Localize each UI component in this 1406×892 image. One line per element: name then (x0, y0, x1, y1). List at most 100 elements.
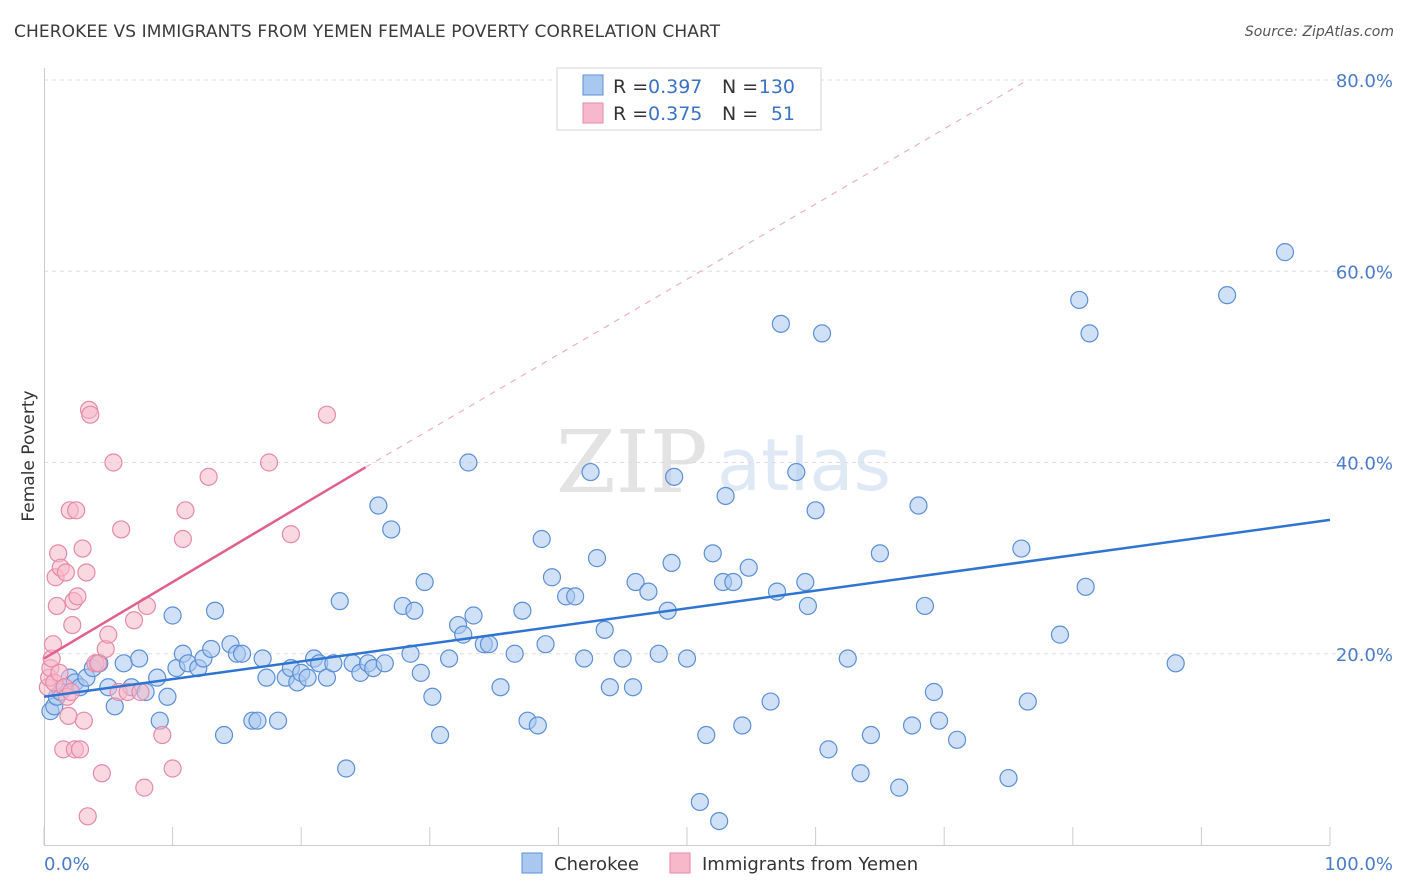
yemen-trendline-extension (365, 79, 1029, 468)
cherokee-point-34 (253, 649, 272, 668)
trendlines (43, 79, 1331, 699)
cherokee-point-33 (248, 711, 267, 730)
cherokee-point-99 (724, 572, 743, 592)
cherokee-point-106 (796, 572, 815, 592)
yemen-point-21 (73, 539, 92, 558)
cherokee-point-62 (439, 649, 459, 668)
cherokee-point-128 (1080, 324, 1099, 343)
cherokee-point-113 (861, 725, 880, 745)
cherokee-point-120 (929, 711, 949, 730)
cherokee-point-59 (415, 572, 434, 592)
cherokee-point-86 (626, 572, 645, 592)
cherokee-point-82 (595, 620, 614, 639)
legend-n-value-1: 51 (771, 103, 795, 125)
cherokee-point-68 (479, 635, 499, 654)
cherokee-point-54 (382, 520, 401, 539)
cherokee-point-74 (532, 529, 551, 549)
gridlines (44, 79, 1392, 655)
yemen-points (38, 400, 337, 826)
cherokee-point-116 (902, 716, 922, 735)
cherokee-point-66 (464, 606, 483, 625)
cherokee-point-94 (697, 725, 716, 745)
bottom-legend-swatch-yemen (669, 852, 691, 874)
legend-r-label-1: R = (613, 103, 648, 125)
y-axis-label: Female Poverty (19, 390, 39, 521)
yemen-point-44 (199, 467, 218, 486)
y-tick-label-20: 20.0% (1336, 645, 1393, 666)
yemen-point-49 (59, 706, 78, 726)
yemen-point-31 (99, 625, 118, 644)
yemen-point-43 (176, 501, 195, 520)
cherokee-point-121 (947, 730, 967, 749)
cherokee-point-83 (600, 678, 619, 697)
legend-swatch-cherokee (582, 74, 604, 96)
cherokee-point-91 (665, 467, 684, 486)
cherokee-point-88 (649, 644, 668, 663)
cherokee-point-31 (232, 644, 252, 663)
x-ticks: 0.0% 100.0% (43, 827, 1393, 875)
cherokee-point-101 (739, 558, 758, 577)
cherokee-point-104 (771, 314, 790, 333)
cherokee-point-60 (423, 687, 442, 706)
cherokee-point-28 (214, 725, 234, 745)
cherokee-point-80 (581, 462, 600, 482)
cherokee-point-13 (114, 654, 133, 673)
cherokee-point-112 (851, 764, 870, 783)
cherokee-trendline (43, 518, 1331, 699)
legend: R = 0.397 N = 130 R = 0.375 N = 51 (556, 67, 822, 131)
cherokee-point-123 (1012, 539, 1031, 558)
cherokee-point-36 (268, 711, 288, 730)
cherokee-point-58 (411, 663, 430, 682)
cherokee-point-115 (890, 778, 909, 797)
cherokee-point-92 (677, 649, 697, 668)
yemen-point-15 (63, 615, 82, 635)
x-tick-label-start: 0.0% (44, 854, 90, 875)
legend-r-value-1: 0.375 (648, 103, 702, 125)
yemen-point-22 (74, 711, 93, 730)
cherokee-point-57 (405, 601, 424, 620)
cherokee-point-81 (587, 549, 607, 568)
legend-n-label-1: N = (722, 103, 758, 125)
cherokee-point-122 (999, 768, 1018, 788)
cherokee-point-110 (819, 740, 838, 759)
yemen-point-29 (92, 764, 111, 783)
legend-r-value-0: 0.397 (648, 76, 702, 98)
cherokee-point-118 (915, 596, 935, 616)
chart-title: CHEROKEE VS IMMIGRANTS FROM YEMEN FEMALE… (14, 22, 721, 42)
cherokee-point-76 (542, 568, 562, 587)
cherokee-point-119 (924, 682, 944, 702)
bottom-legend-label-yemen: Immigrants from Yemen (702, 854, 918, 875)
yemen-point-46 (281, 525, 301, 544)
cherokee-point-126 (1070, 290, 1089, 310)
cherokee-point-105 (787, 462, 806, 482)
cherokee-point-41 (298, 668, 317, 687)
cherokee-point-108 (806, 501, 825, 520)
cherokee-point-19 (158, 687, 177, 706)
y-tick-label-80: 80.0% (1336, 71, 1393, 92)
yemen-point-42 (173, 529, 192, 549)
cherokee-point-75 (536, 635, 555, 654)
legend-swatch-yemen (582, 102, 604, 124)
cherokee-points (41, 243, 1295, 831)
yemen-point-23 (77, 563, 96, 582)
bottom-legend-swatch-cherokee (521, 852, 543, 874)
legend-n-value-0: 130 (759, 76, 795, 98)
cherokee-point-85 (623, 678, 643, 697)
yemen-point-32 (104, 453, 123, 472)
cherokee-point-130 (1218, 286, 1237, 305)
cherokee-point-47 (337, 759, 356, 778)
cherokee-point-125 (1050, 625, 1070, 644)
yemen-point-47 (317, 405, 337, 424)
source-label: Source: ZipAtlas.com (1244, 24, 1394, 40)
cherokee-point-61 (430, 725, 450, 745)
cherokee-point-107 (798, 596, 817, 616)
cherokee-point-78 (566, 587, 585, 606)
cherokee-point-65 (459, 453, 478, 472)
cherokee-point-15 (130, 649, 149, 668)
cherokee-point-131 (1275, 243, 1295, 262)
legend-r-label-0: R = (613, 76, 648, 98)
cherokee-point-127 (1076, 577, 1095, 596)
cherokee-point-26 (202, 639, 221, 659)
yemen-point-38 (135, 778, 154, 797)
